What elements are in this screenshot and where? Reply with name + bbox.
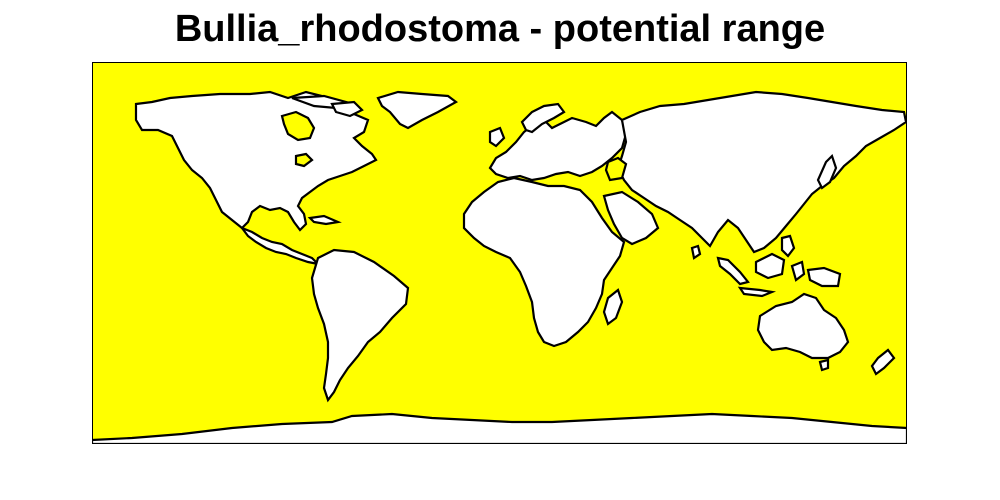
range-map-svg bbox=[92, 62, 907, 444]
antarctica bbox=[92, 412, 907, 444]
tasmania bbox=[818, 358, 830, 372]
java bbox=[737, 286, 777, 298]
sumatra bbox=[716, 256, 750, 286]
scandinavia bbox=[520, 102, 566, 134]
greenland bbox=[376, 90, 459, 130]
great-lakes bbox=[294, 152, 314, 168]
british-isles bbox=[488, 126, 506, 148]
philippines bbox=[780, 234, 796, 258]
land-masses bbox=[92, 90, 907, 444]
world-map bbox=[92, 62, 907, 444]
sri-lanka bbox=[690, 244, 702, 260]
new-guinea bbox=[806, 266, 842, 288]
africa bbox=[462, 176, 626, 348]
sulawesi bbox=[790, 260, 806, 282]
baffin-island bbox=[330, 100, 364, 118]
map-title: Bullia_rhodostoma - potential range bbox=[174, 8, 826, 50]
caspian-sea bbox=[604, 156, 628, 182]
asia bbox=[616, 90, 907, 254]
borneo bbox=[754, 252, 786, 280]
north-america bbox=[134, 90, 378, 232]
arabian-peninsula bbox=[602, 190, 660, 246]
new-zealand bbox=[870, 348, 896, 376]
madagascar bbox=[602, 288, 624, 326]
japan bbox=[816, 153, 838, 190]
south-america bbox=[310, 248, 410, 403]
cuba bbox=[307, 214, 342, 226]
hudson-bay bbox=[280, 110, 316, 142]
australia bbox=[756, 292, 850, 360]
